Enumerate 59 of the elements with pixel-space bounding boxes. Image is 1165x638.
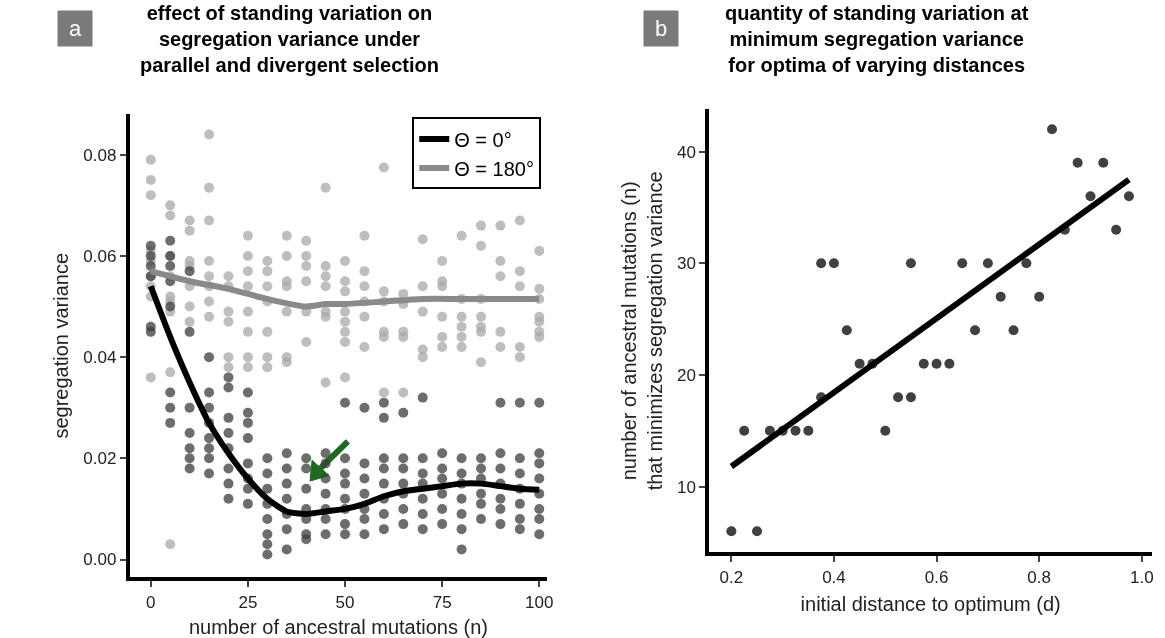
y-tick-label: 0.06	[83, 246, 117, 266]
point	[1123, 191, 1134, 202]
point	[1098, 157, 1109, 168]
x-tick-label: 0.8	[1027, 567, 1051, 587]
point	[841, 325, 852, 336]
x-tick-label: 0	[146, 592, 156, 612]
y-tick-label: 40	[676, 142, 696, 162]
point	[790, 425, 801, 436]
point	[739, 425, 750, 436]
x-tick-label: 0.6	[924, 567, 949, 587]
text: a	[63, 16, 88, 41]
y-tick-label: 0.00	[83, 550, 117, 570]
y-tick-label: 10	[676, 477, 696, 497]
x-axis-title: number of ancestral mutations (n)	[188, 616, 488, 638]
x-tick-label: 25	[238, 592, 258, 612]
point	[1047, 124, 1058, 135]
point	[918, 358, 929, 369]
point	[905, 392, 916, 403]
text: b	[649, 16, 674, 41]
x-tick-label: 0.2	[719, 567, 744, 587]
point	[982, 258, 993, 269]
chart-title: quantity of standing variation at minimum segregation variance for optima of varying distances	[725, 2, 1029, 76]
point	[995, 291, 1006, 302]
legend-label: Θ = 180°	[454, 157, 534, 180]
y-tick-label: 20	[676, 365, 696, 385]
y-axis-title: segregation variance	[50, 252, 73, 439]
x-tick-label: 50	[335, 592, 355, 612]
point	[752, 526, 763, 537]
point	[931, 358, 942, 369]
point	[726, 526, 737, 537]
y-tick-label: 0.02	[83, 449, 117, 469]
x-tick-label: 0.4	[822, 567, 846, 587]
point	[957, 258, 968, 269]
x-axis-title: initial distance to optimum (d)	[800, 592, 1061, 615]
x-tick-label: 75	[432, 592, 452, 612]
point	[944, 358, 955, 369]
point	[803, 425, 814, 436]
point	[880, 425, 891, 436]
chart-title: effect of standing variation on segregation variance under parallel and divergent selection	[140, 2, 439, 76]
point	[854, 358, 865, 369]
point	[970, 325, 981, 336]
y-tick-label: 0.04	[83, 348, 117, 368]
point	[1111, 224, 1122, 235]
point	[764, 425, 775, 436]
y-axis-title: number of ancestral mutations (n) that minimizes segregation variance	[617, 171, 666, 491]
point	[1021, 258, 1032, 269]
point	[816, 258, 827, 269]
point	[1085, 191, 1096, 202]
y-tick-label: 0.08	[83, 145, 117, 165]
y-tick-label: 30	[676, 254, 696, 274]
point	[1034, 291, 1045, 302]
x-tick-label: 1.0	[1129, 567, 1154, 587]
x-tick-label: 100	[525, 592, 554, 612]
point	[828, 258, 839, 269]
point	[905, 258, 916, 269]
point	[1072, 157, 1083, 168]
legend-label: Θ = 0°	[454, 128, 512, 151]
point	[893, 392, 904, 403]
point	[1008, 325, 1019, 336]
